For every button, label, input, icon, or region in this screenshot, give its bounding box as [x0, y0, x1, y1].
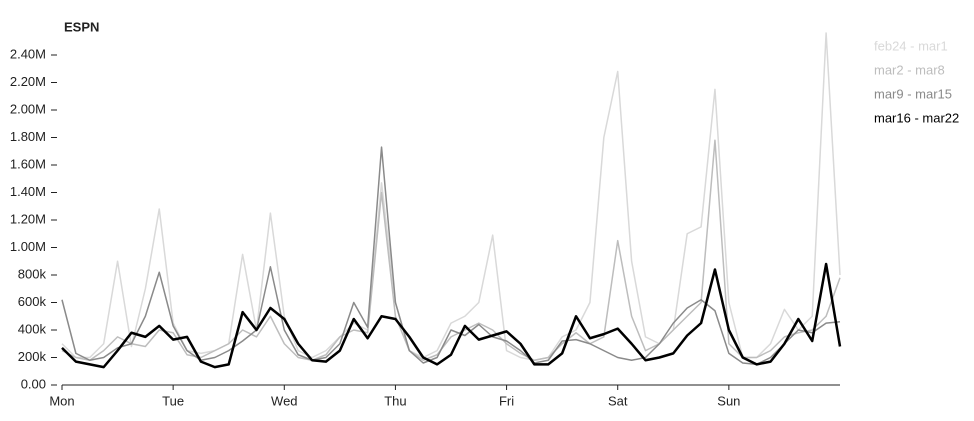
x-tick-label: Sat [608, 393, 628, 408]
y-tick-label: 2.00M [10, 101, 46, 116]
y-tick-label: 1.40M [10, 184, 46, 199]
legend-entry: mar9 - mar15 [874, 86, 952, 101]
y-tick-label: 1.80M [10, 129, 46, 144]
x-tick-label: Wed [271, 393, 298, 408]
x-tick-label: Tue [162, 393, 184, 408]
y-tick-label: 200k [18, 349, 47, 364]
legend-entry: feb24 - mar1 [874, 38, 948, 53]
series-line [61, 262, 842, 369]
series-line [61, 32, 841, 361]
legend-entry: mar16 - mar22 [874, 110, 959, 125]
y-tick-label: 2.20M [10, 74, 46, 89]
y-tick-label: 600k [18, 294, 47, 309]
x-tick-label: Sun [717, 393, 740, 408]
y-tick-label: 0.00 [21, 376, 46, 391]
y-tick-label: 400k [18, 321, 47, 336]
legend-entry: mar2 - mar8 [874, 62, 945, 77]
x-tick-label: Fri [499, 393, 514, 408]
x-tick-label: Thu [384, 393, 406, 408]
x-tick-label: Mon [49, 393, 74, 408]
series-line [61, 139, 841, 361]
y-tick-label: 1.20M [10, 211, 46, 226]
series-line [61, 146, 841, 366]
chart-title: ESPN [64, 19, 99, 34]
y-tick-label: 1.00M [10, 239, 46, 254]
y-tick-label: 2.40M [10, 46, 46, 61]
y-tick-label: 800k [18, 266, 47, 281]
y-tick-label: 1.60M [10, 156, 46, 171]
